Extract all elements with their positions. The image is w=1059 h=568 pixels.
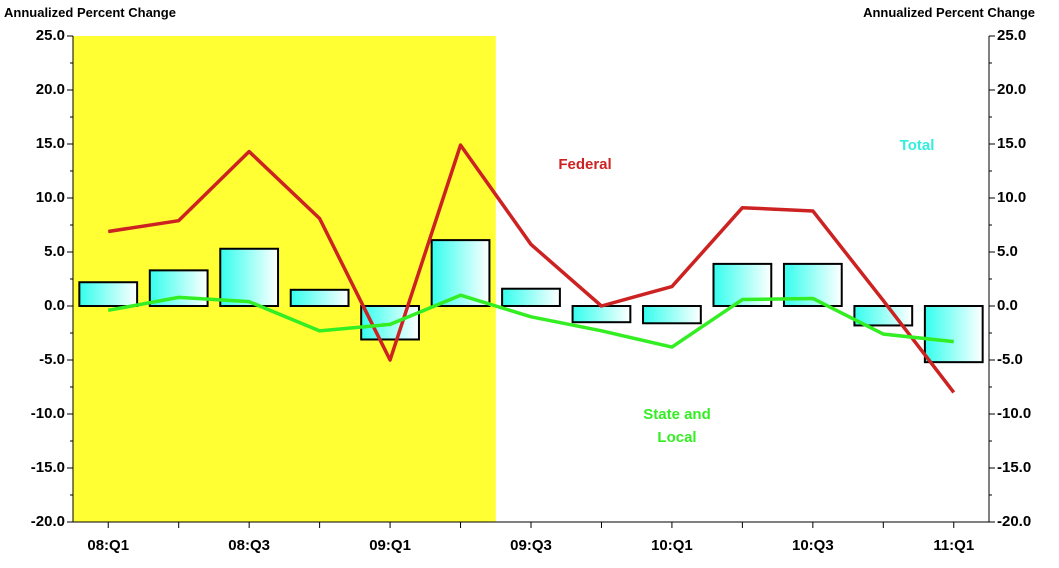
y-tick-label: 15.0 <box>36 135 65 152</box>
y2-tick-label: 25.0 <box>997 27 1026 44</box>
bar <box>923 305 984 364</box>
y-tick-label: 0.0 <box>44 297 65 314</box>
series-label: Total <box>899 137 935 154</box>
x-tick-label: 08:Q1 <box>87 537 129 554</box>
y2-tick-label: 20.0 <box>997 81 1026 98</box>
series-label: State and Local <box>643 406 711 446</box>
x-tick-label: 11:Q1 <box>933 537 974 554</box>
y2-tick-label: 0.0 <box>997 297 1018 314</box>
y2-tick-label: -5.0 <box>997 351 1023 368</box>
x-tick-label: 08:Q3 <box>228 537 270 554</box>
bar <box>430 239 491 307</box>
y2-tick-label: -10.0 <box>997 405 1031 422</box>
line <box>107 293 954 349</box>
y-tick-label: -5.0 <box>39 351 65 368</box>
y-tick-label: -20.0 <box>31 513 65 530</box>
bar <box>642 305 702 325</box>
y-tick-label: 25.0 <box>36 27 65 44</box>
series-label: Federal <box>558 156 612 173</box>
y-axis-label: Annualized Percent Change <box>4 5 176 20</box>
bar <box>571 305 632 324</box>
y-tick-label: 5.0 <box>44 243 65 260</box>
y-tick-label: -10.0 <box>31 405 65 422</box>
y2-axis-label: Annualized Percent Change <box>863 5 1035 20</box>
y2-tick-label: -15.0 <box>997 459 1031 476</box>
bar <box>219 247 280 307</box>
x-tick-label: 09:Q3 <box>510 537 552 554</box>
line <box>107 143 956 394</box>
y2-tick-label: 15.0 <box>997 135 1026 152</box>
y-tick-label: -15.0 <box>31 459 65 476</box>
bar <box>289 288 350 307</box>
y2-tick-label: 5.0 <box>997 243 1018 260</box>
x-tick-label: 10:Q3 <box>792 537 834 554</box>
y2-tick-label: -20.0 <box>997 513 1031 530</box>
y2-tick-label: 10.0 <box>997 189 1026 206</box>
x-tick-label: 10:Q1 <box>651 537 693 554</box>
y-tick-label: 10.0 <box>36 189 65 206</box>
bar <box>501 287 561 308</box>
bar <box>78 281 139 307</box>
x-tick-label: 09:Q1 <box>369 537 411 554</box>
shaded-span <box>73 36 496 522</box>
y-tick-label: 20.0 <box>36 81 65 98</box>
